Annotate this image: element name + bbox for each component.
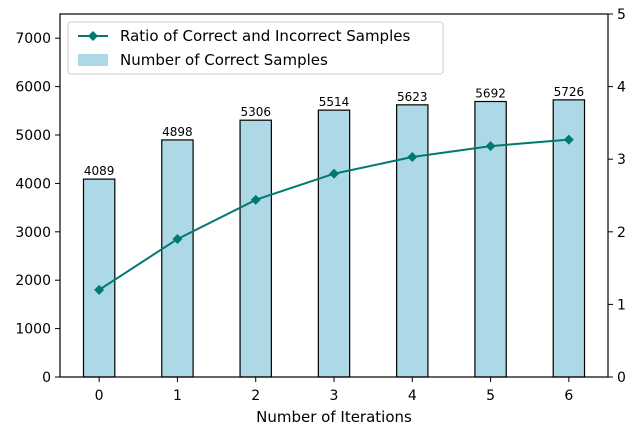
legend-box [67,21,444,75]
bar [82,178,116,378]
x-tick-label: 1 [173,388,182,404]
x-tick-label: 5 [486,388,495,404]
x-tick-label: 3 [330,388,339,404]
x-tick-label: 6 [564,388,573,404]
bar [239,119,272,378]
y-left-tick-label: 3000 [15,225,51,241]
y-right-tick-label: 4 [617,80,626,96]
x-axis-title: Number of Iterations [256,408,412,426]
y-right-tick-label: 5 [617,7,626,23]
ticks-layer: 0 1000 2000 3000 4000 5000 6000 7000 0 1 2 3 4 5 0 1 2 3 4… [15,7,626,404]
bar-value-label: 4089 [84,164,115,178]
bar-labels-layer: 4089 4898 5306 5514 5623 5692 5726 [84,85,584,178]
bar-value-label: 5692 [475,87,506,101]
bar [552,99,586,378]
y-left-tick-label: 4000 [15,176,51,192]
ratio-point [407,152,418,163]
y-left-tick-label: 5000 [15,128,51,144]
y-left-tick-label: 0 [42,370,51,386]
bar [161,139,194,378]
y-left-tick-label: 2000 [15,273,51,289]
x-tick-label: 4 [408,388,417,404]
ratio-point [94,284,105,295]
bar-value-label: 5514 [319,95,350,109]
ratio-point [563,134,574,145]
bar-value-label: 5306 [240,105,271,119]
bar [396,104,429,378]
ratio-point [250,194,261,205]
y-right-tick-label: 2 [617,225,626,241]
y-left-tick-label: 6000 [15,80,51,96]
x-tick-label: 0 [95,388,104,404]
y-left-tick-label: 7000 [15,31,51,47]
bars-layer [82,99,586,378]
legend-bar-label: Number of Correct Samples [120,51,328,69]
bar-value-label: 4898 [162,125,193,139]
legend-line-label: Ratio of Correct and Incorrect Samples [120,27,410,45]
legend: Ratio of Correct and Incorrect Samples N… [67,21,444,75]
y-right-tick-label: 1 [617,297,626,313]
y-right-tick-label: 3 [617,152,626,168]
bar [317,109,351,378]
ratio-point [329,168,339,179]
legend-diamond-marker-icon [88,31,98,41]
x-tick-label: 2 [251,388,260,404]
bar-value-label: 5726 [554,85,585,99]
bar-value-label: 5623 [397,90,428,104]
ratio-point [172,234,183,245]
line-layer [94,134,574,295]
y-left-tick-label: 1000 [15,322,51,338]
legend-bar-swatch [78,54,108,66]
y-right-tick-label: 0 [617,370,626,386]
ratio-point [485,141,496,152]
